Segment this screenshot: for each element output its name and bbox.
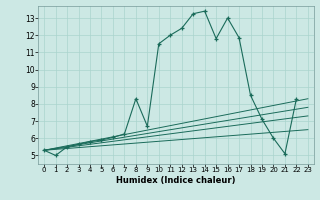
X-axis label: Humidex (Indice chaleur): Humidex (Indice chaleur) xyxy=(116,176,236,185)
